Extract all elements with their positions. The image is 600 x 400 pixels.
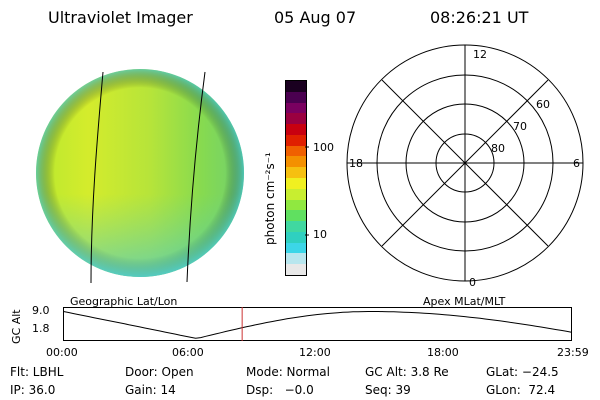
altitude-ytick-max: 9.0 — [32, 304, 50, 317]
mlt-label-6: 6 — [573, 157, 580, 170]
colorbar-band — [286, 242, 306, 254]
altitude-xtick-0600: 06:00 — [172, 346, 204, 359]
altitude-ytick-min: 1.8 — [32, 322, 50, 335]
longitude-line-east — [186, 71, 206, 283]
disc-bottom-shading — [36, 69, 244, 277]
observation-time: 08:26:21 UT — [430, 8, 529, 27]
instrument-title: Ultraviolet Imager — [48, 8, 193, 27]
mlt-label-18: 18 — [349, 157, 363, 170]
colorbar-band — [286, 113, 306, 125]
colorbar-band — [286, 188, 306, 200]
altitude-xtick-0000: 00:00 — [46, 346, 78, 359]
colorbar-band — [286, 177, 306, 189]
observation-date: 05 Aug 07 — [274, 8, 357, 27]
colorbar-band — [286, 80, 306, 92]
colorbar-band — [286, 145, 306, 157]
altitude-xtick-1200: 12:00 — [299, 346, 331, 359]
colorbar-band — [286, 134, 306, 146]
status-door: Door: Open — [125, 365, 194, 379]
colorbar-band — [286, 156, 306, 168]
colorbar-band — [286, 210, 306, 222]
colorbar-band — [286, 167, 306, 178]
altitude-plot-frame — [63, 307, 572, 341]
status-gain: Gain: 14 — [125, 383, 176, 397]
longitude-line-west — [90, 71, 104, 284]
mlt-label-0: 0 — [469, 276, 476, 289]
colorbar-band — [286, 253, 306, 265]
altitude-plot — [63, 307, 572, 341]
colorbar-band — [286, 124, 306, 135]
lat-label-70: 70 — [513, 120, 527, 133]
colorbar-tick-10: 10 — [313, 228, 327, 241]
status-flt: Flt: LBHL — [10, 365, 64, 379]
status-mode: Mode: Normal — [246, 365, 330, 379]
polar-diagonal-2 — [381, 79, 549, 247]
altitude-xtick-2359: 23:59 — [557, 346, 589, 359]
colorbar-band — [286, 102, 306, 114]
altitude-xtick-1800: 18:00 — [427, 346, 459, 359]
right-panel-caption: Apex MLat/MLT — [423, 295, 506, 308]
colorbar-band — [286, 264, 306, 275]
left-panel-caption: Geographic Lat/Lon — [70, 295, 178, 308]
status-glat: GLat: −24.5 — [486, 365, 559, 379]
colorbar-tick-marks — [305, 146, 309, 236]
colorbar-band — [286, 199, 306, 211]
altitude-curve — [63, 311, 572, 339]
status-glon: GLon: 72.4 — [486, 383, 556, 397]
status-dsp: Dsp: −0.0 — [246, 383, 314, 397]
lat-label-60: 60 — [536, 98, 550, 111]
colorbar-band — [286, 221, 306, 232]
colorbar-band — [286, 91, 306, 103]
colorbar-band — [286, 231, 306, 243]
lat-label-80: 80 — [491, 142, 505, 155]
status-ip: IP: 36.0 — [10, 383, 56, 397]
colorbar — [285, 80, 307, 276]
colorbar-tick-100: 100 — [313, 141, 334, 154]
status-seq: Seq: 39 — [365, 383, 411, 397]
mlt-label-12: 12 — [473, 48, 487, 61]
status-gc-alt: GC Alt: 3.8 Re — [365, 365, 449, 379]
altitude-ylabel: GC Alt — [10, 309, 23, 344]
